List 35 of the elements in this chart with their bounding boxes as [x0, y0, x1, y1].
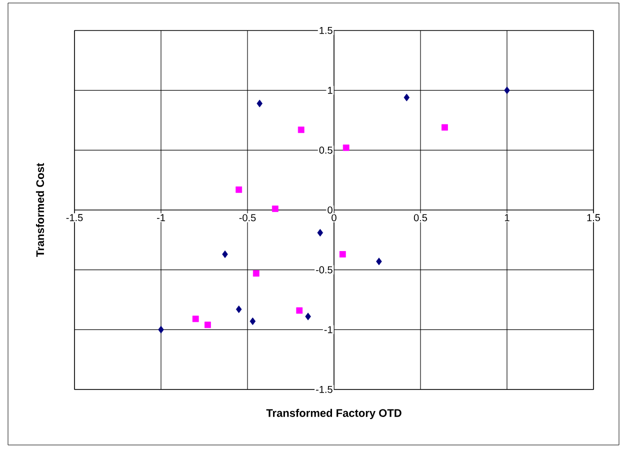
y-tick-label: 0.5: [319, 146, 332, 154]
point: [298, 126, 304, 134]
point: [339, 251, 346, 258]
y-tick-label: 1: [328, 86, 332, 94]
x-tick-label: -0.5: [239, 214, 256, 222]
point: [236, 186, 242, 193]
x-tick-label: -1.5: [66, 214, 83, 222]
y-tick-label: 1.5: [320, 27, 332, 34]
point: [305, 312, 311, 320]
x-tick-label: 1.5: [587, 214, 600, 222]
point: [376, 258, 382, 266]
x-tick-label: -1: [157, 214, 165, 222]
point: [296, 307, 303, 314]
point: [158, 326, 164, 334]
point: [256, 100, 263, 108]
point: [250, 317, 256, 326]
y-tick-label: -1: [324, 326, 332, 334]
point: [222, 250, 228, 258]
x-tick-label: 0.5: [414, 214, 428, 222]
point: [236, 306, 242, 314]
point: [504, 86, 510, 94]
point: [342, 144, 350, 151]
y-tick-label: -1.5: [316, 386, 332, 393]
point: [192, 316, 199, 322]
y-axis-title: Transformed Cost: [36, 163, 44, 257]
x-tick-label: 1: [504, 214, 510, 222]
y-tick-label: 0: [328, 206, 332, 214]
x-axis-title: Transformed Factory OTD: [266, 408, 402, 420]
point: [272, 206, 278, 212]
point: [204, 322, 211, 328]
point: [317, 228, 324, 237]
point: [442, 124, 448, 131]
y-tick-label: -0.5: [316, 266, 332, 274]
point: [404, 94, 410, 102]
point: [252, 270, 260, 277]
